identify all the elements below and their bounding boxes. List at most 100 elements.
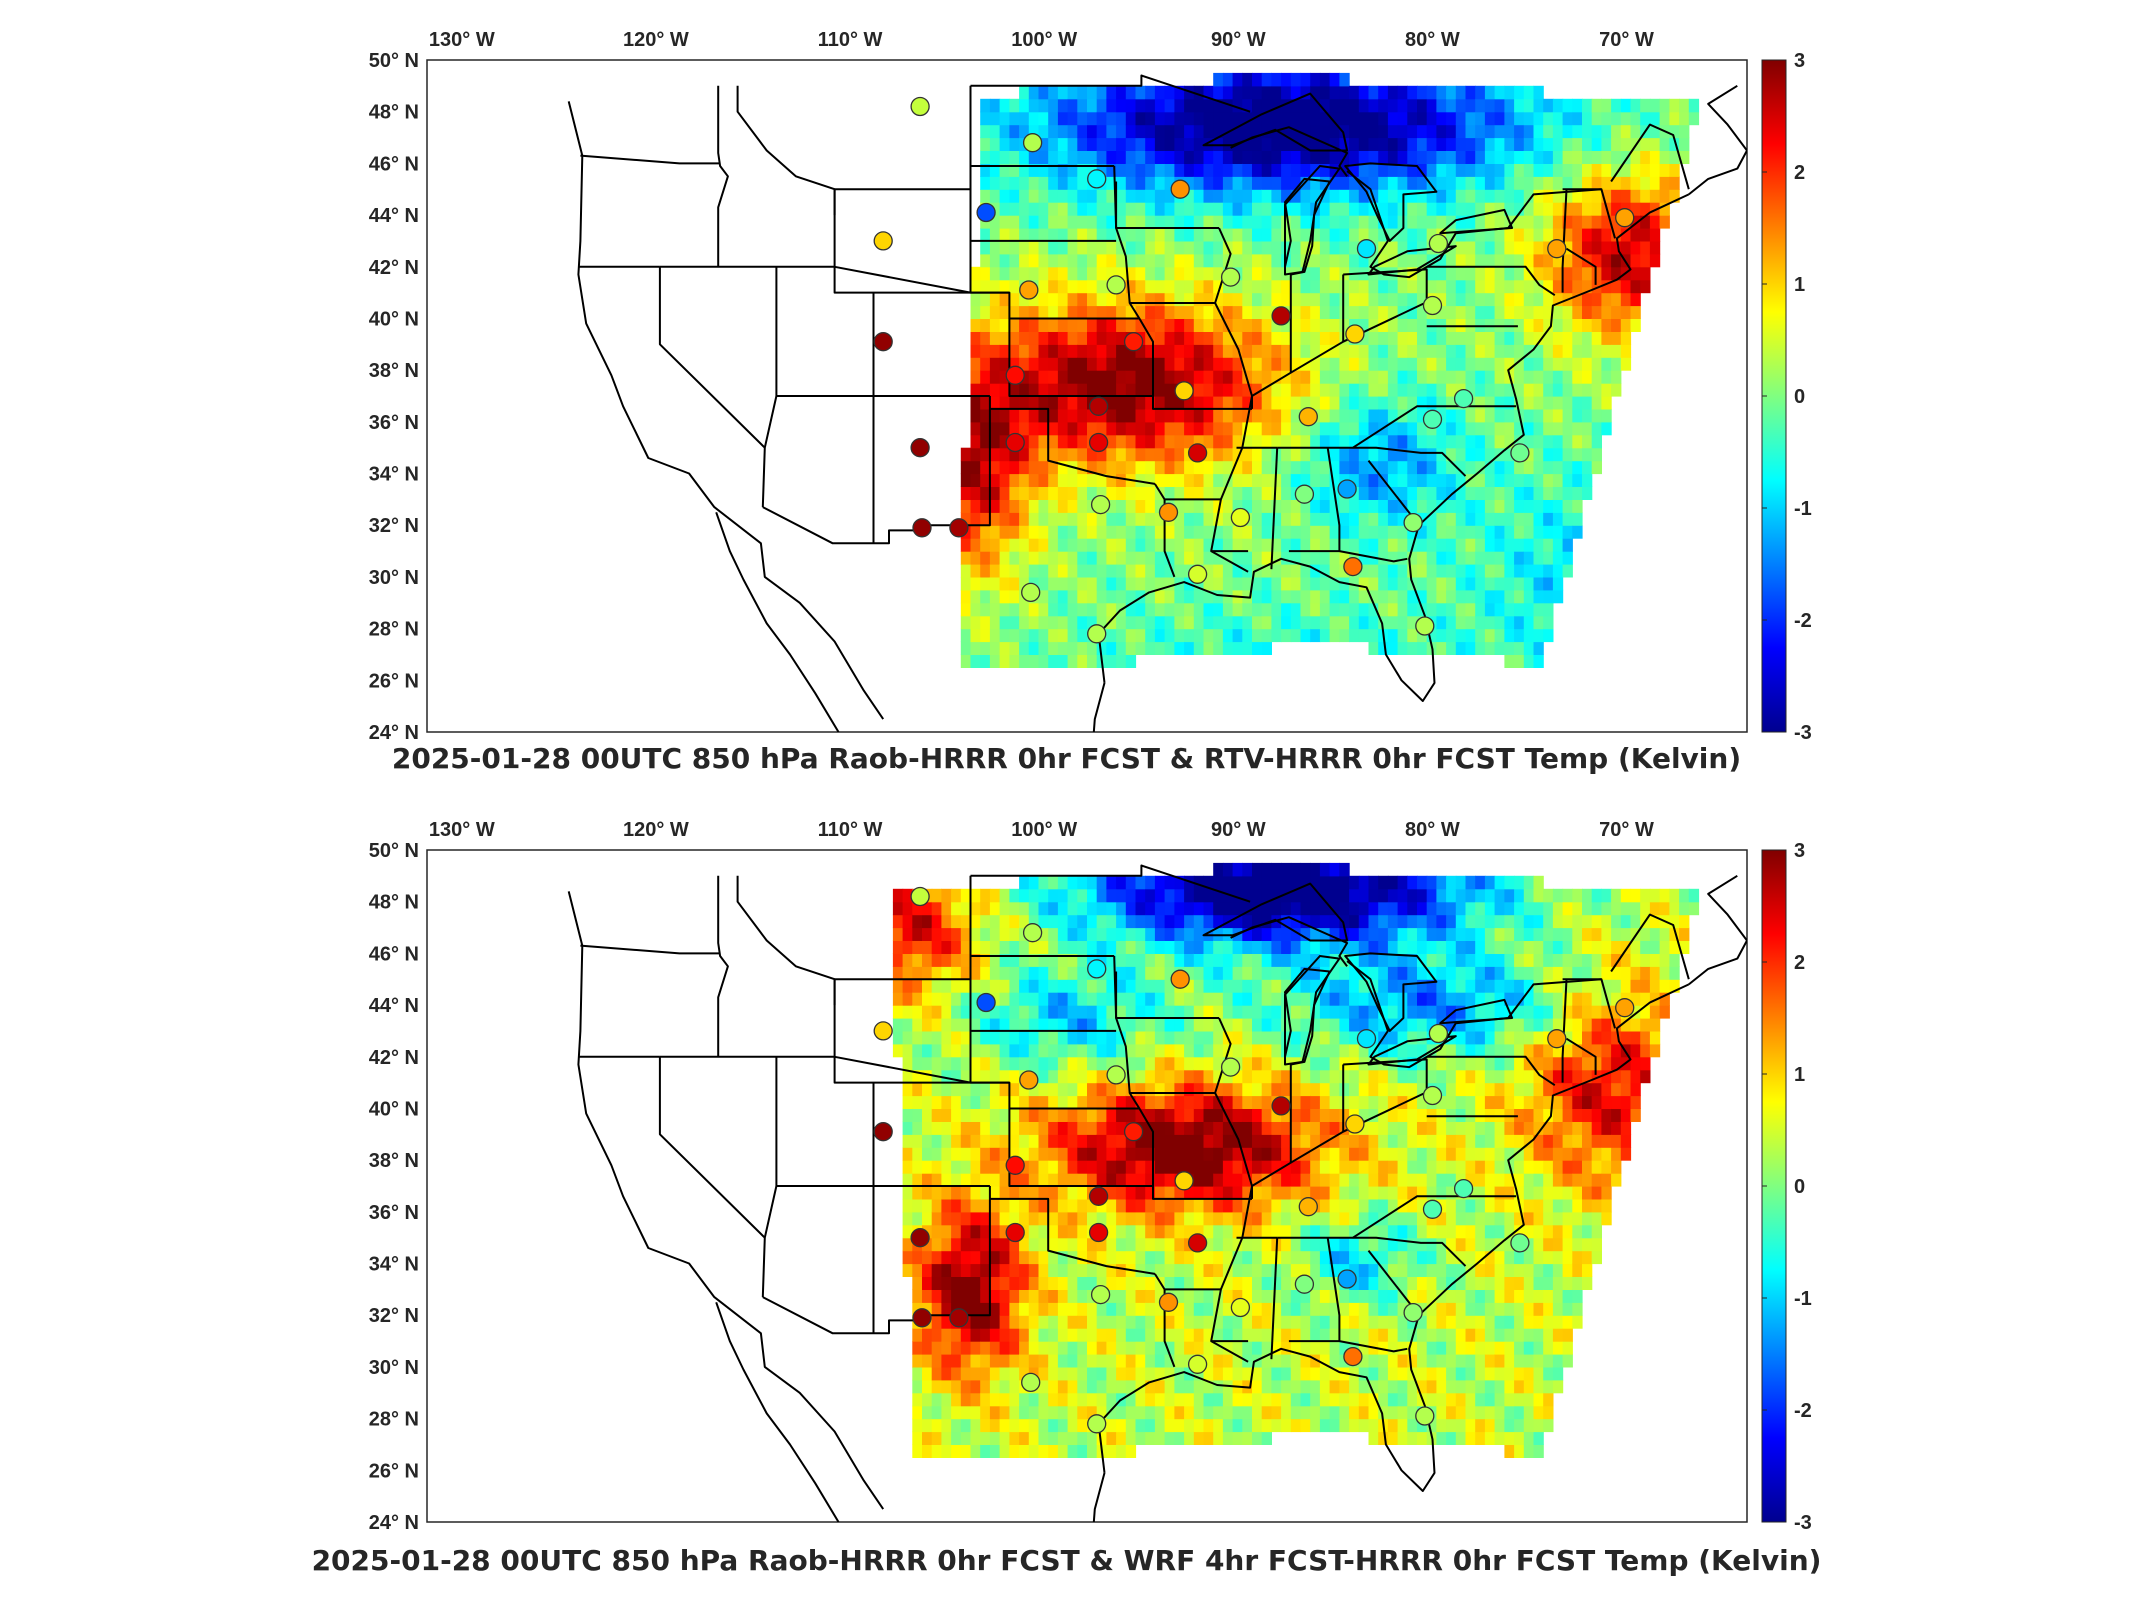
field-cell <box>960 1082 972 1097</box>
field-cell <box>1252 615 1263 630</box>
field-cell <box>980 150 991 164</box>
field-cell <box>1154 98 1166 113</box>
field-cell <box>1271 992 1282 1006</box>
field-cell <box>941 1263 952 1277</box>
raob-station-marker <box>910 438 930 458</box>
field-cell <box>1387 189 1399 203</box>
field-cell <box>999 421 1010 436</box>
field-cell <box>1048 538 1059 552</box>
field-cell <box>1087 979 1098 993</box>
field-cell <box>1281 901 1292 916</box>
field-cell <box>1145 163 1156 177</box>
field-cell <box>892 966 904 980</box>
field-cell <box>1417 253 1428 268</box>
field-cell <box>1620 292 1632 307</box>
field-cell <box>1358 396 1370 410</box>
field-cell <box>1358 499 1370 513</box>
field-cell <box>1145 641 1156 655</box>
latitude-tick-label: 30° N <box>369 567 419 589</box>
field-cell <box>1397 240 1408 255</box>
field-cell <box>1252 1224 1263 1239</box>
field-cell <box>1077 1173 1088 1187</box>
field-cell <box>1106 538 1117 552</box>
field-cell <box>1252 279 1263 294</box>
field-cell <box>989 228 1001 242</box>
field-cell <box>1203 1030 1214 1045</box>
field-cell <box>1611 331 1622 345</box>
field-cell <box>1116 1263 1127 1277</box>
field-cell <box>1087 1147 1098 1161</box>
field-cell <box>1523 551 1535 565</box>
field-cell <box>1067 434 1078 449</box>
field-cell <box>922 1069 933 1084</box>
field-cell <box>1252 1366 1263 1381</box>
field-cell <box>1329 163 1340 177</box>
field-cell <box>1358 163 1370 177</box>
field-cell <box>1242 137 1253 151</box>
field-cell <box>1057 240 1069 255</box>
field-cell <box>1261 615 1272 630</box>
field-cell <box>922 1121 933 1135</box>
field-cell <box>1407 124 1418 139</box>
field-cell <box>1174 1147 1185 1161</box>
field-cell <box>1009 305 1020 319</box>
field-cell <box>1417 486 1428 500</box>
field-cell <box>1426 137 1437 151</box>
field-cell <box>1154 383 1166 397</box>
field-cell <box>1252 292 1263 307</box>
field-cell <box>1572 150 1583 164</box>
field-cell <box>1203 589 1214 604</box>
field-cell <box>1232 1431 1243 1445</box>
field-cell <box>1387 615 1399 630</box>
field-cell <box>1096 1392 1107 1407</box>
coastline <box>1097 193 1690 702</box>
field-cell <box>1572 460 1583 475</box>
field-cell <box>1271 228 1282 242</box>
field-cell <box>1387 357 1399 371</box>
field-cell <box>1533 551 1544 565</box>
field-cell <box>1174 1405 1185 1420</box>
field-cell <box>1077 111 1088 126</box>
field-cell <box>1242 1237 1253 1252</box>
field-cell <box>1475 279 1486 294</box>
field-cell <box>1407 447 1418 462</box>
field-cell <box>1184 150 1195 164</box>
field-cell <box>1106 357 1117 371</box>
field-cell <box>1281 576 1292 591</box>
field-cell <box>1484 292 1496 307</box>
raob-station-marker <box>1453 388 1474 409</box>
field-cell <box>989 279 1001 294</box>
field-cell <box>1514 344 1525 358</box>
field-cell <box>1300 460 1311 475</box>
field-cell <box>970 564 981 578</box>
field-cell <box>1494 305 1505 319</box>
field-cell <box>1242 628 1253 643</box>
field-cell <box>1057 1082 1069 1097</box>
field-cell <box>1174 940 1185 954</box>
field-cell <box>1232 992 1243 1006</box>
field-cell <box>1290 1160 1302 1174</box>
field-cell <box>1562 551 1573 565</box>
field-cell <box>1329 538 1340 552</box>
field-cell <box>1271 1328 1282 1342</box>
field-cell <box>1252 111 1263 126</box>
field-cell <box>1397 266 1408 281</box>
field-cell <box>960 576 972 591</box>
field-cell <box>970 1405 981 1420</box>
field-cell <box>1407 163 1418 177</box>
field-cell <box>1048 1289 1059 1303</box>
field-cell <box>1019 628 1030 643</box>
field-cell <box>1659 202 1670 216</box>
field-cell <box>1193 1147 1205 1161</box>
field-cell <box>1213 979 1224 993</box>
field-cell <box>902 1250 913 1265</box>
field-cell <box>1116 1173 1127 1187</box>
field-cell <box>1475 163 1486 177</box>
field-cell <box>1426 602 1437 617</box>
field-cell <box>980 228 991 242</box>
field-cell <box>980 1289 991 1303</box>
field-cell <box>1640 163 1651 177</box>
field-cell <box>1582 163 1593 177</box>
field-cell <box>1028 447 1040 462</box>
field-cell <box>1213 318 1224 332</box>
